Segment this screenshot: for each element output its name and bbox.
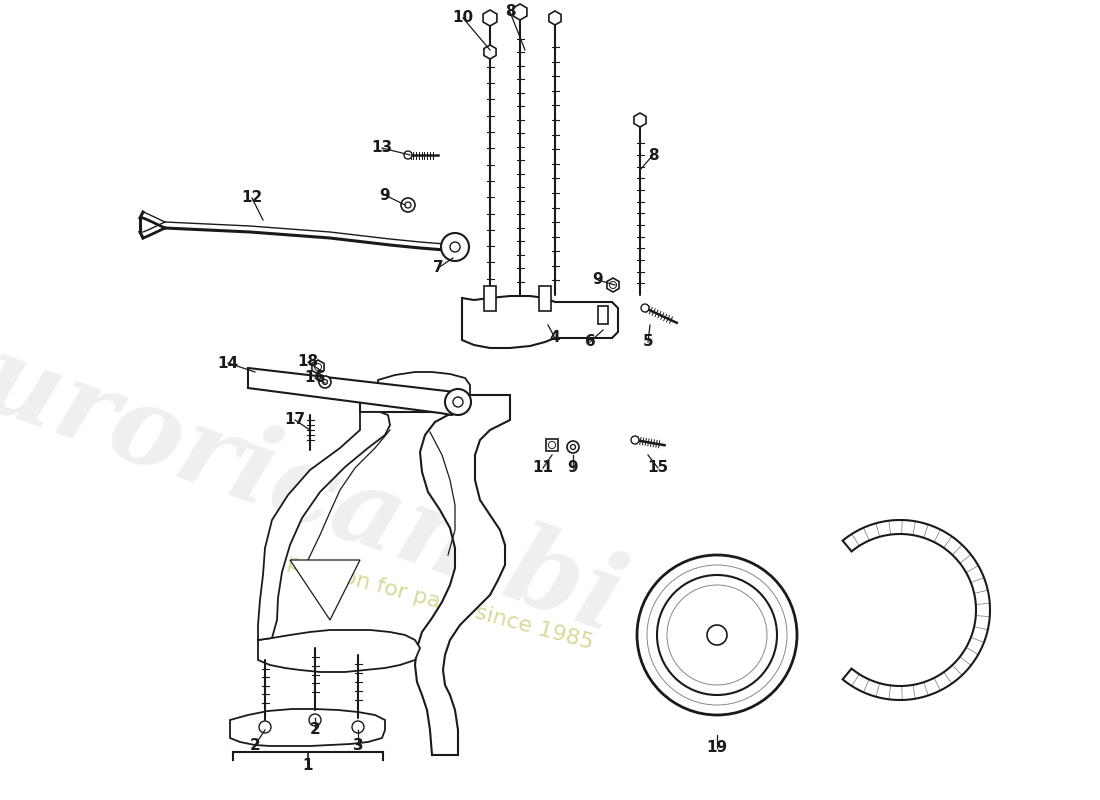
Bar [484,286,496,310]
Text: 6: 6 [584,334,595,350]
Circle shape [657,575,777,695]
Circle shape [258,721,271,733]
Text: 1: 1 [302,758,313,773]
Text: 9: 9 [593,273,603,287]
Text: 19: 19 [706,741,727,755]
Polygon shape [549,11,561,25]
Circle shape [309,714,321,726]
Text: 13: 13 [372,141,393,155]
Polygon shape [483,10,497,26]
Polygon shape [360,395,510,755]
Text: 10: 10 [452,10,474,26]
Text: 7: 7 [432,261,443,275]
Circle shape [352,721,364,733]
Circle shape [631,436,639,444]
Polygon shape [634,113,646,127]
Polygon shape [484,45,496,59]
Text: 2: 2 [309,722,320,738]
Circle shape [322,379,328,385]
Polygon shape [258,630,420,672]
Text: 2: 2 [250,738,261,753]
Circle shape [637,555,798,715]
Text: 3: 3 [353,738,363,753]
Circle shape [549,442,556,449]
Text: 4: 4 [550,330,560,346]
Circle shape [641,304,649,312]
Polygon shape [378,372,470,395]
Text: a passion for parts since 1985: a passion for parts since 1985 [265,546,595,654]
Circle shape [315,363,321,370]
Circle shape [453,397,463,407]
Polygon shape [230,709,385,746]
Text: 9: 9 [379,187,390,202]
Text: 12: 12 [241,190,263,206]
Circle shape [446,389,471,415]
Bar [546,439,558,451]
Circle shape [571,445,575,450]
Text: 15: 15 [648,461,669,475]
Text: 5: 5 [642,334,653,350]
Circle shape [402,198,415,212]
Text: 8: 8 [648,147,658,162]
Bar [598,306,608,324]
Polygon shape [290,560,360,620]
Circle shape [566,441,579,453]
Text: 18: 18 [297,354,319,370]
Polygon shape [258,412,390,640]
Text: 8: 8 [505,5,515,19]
Circle shape [441,233,469,261]
Text: euroricambi: euroricambi [0,303,637,657]
Polygon shape [513,4,527,20]
Circle shape [319,376,331,388]
Polygon shape [248,368,462,415]
Circle shape [404,151,412,159]
Polygon shape [462,296,618,348]
Circle shape [609,282,616,289]
Polygon shape [607,278,619,292]
Polygon shape [843,520,990,700]
Circle shape [667,585,767,685]
Circle shape [450,242,460,252]
Polygon shape [312,360,324,374]
Circle shape [405,202,411,208]
Text: 17: 17 [285,413,306,427]
Text: 9: 9 [568,461,579,475]
Text: 16: 16 [305,370,326,386]
Text: 14: 14 [218,355,239,370]
Bar [539,286,551,310]
Circle shape [707,625,727,645]
Text: 11: 11 [532,461,553,475]
Circle shape [647,565,786,705]
